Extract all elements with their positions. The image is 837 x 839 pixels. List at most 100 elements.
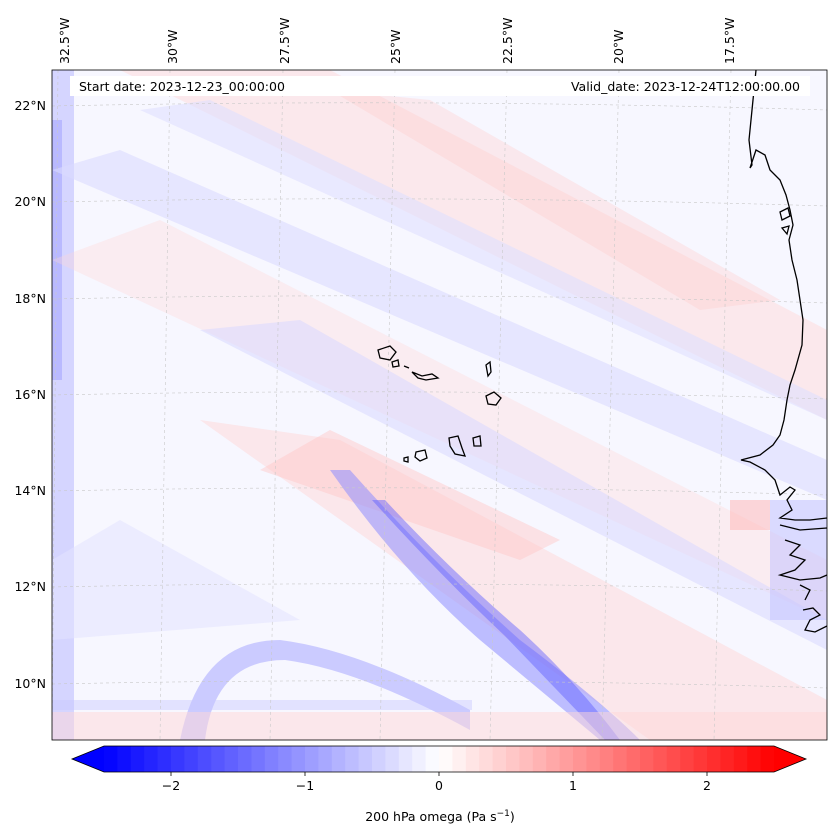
colorbar-swatch xyxy=(197,746,212,772)
meridian-27.5W xyxy=(269,70,284,740)
colorbar-outline xyxy=(70,745,808,773)
colorbar-swatch xyxy=(559,746,574,772)
colorbar-swatch xyxy=(385,746,400,772)
colorbar-extend-max xyxy=(774,746,806,772)
lon-label-20W: 20°W xyxy=(611,29,626,64)
colorbar-swatch xyxy=(439,746,453,772)
colorbar-swatch xyxy=(760,746,775,772)
parallel-12N xyxy=(52,583,827,592)
africa-coastline xyxy=(740,70,827,521)
colorbar-extend-min xyxy=(72,746,104,772)
colorbar-swatch xyxy=(278,746,293,772)
parallel-20N xyxy=(52,198,827,207)
colorbar-tick-label: 0 xyxy=(435,778,443,793)
colorbar-swatch xyxy=(130,746,145,772)
island-santa-luzia xyxy=(403,365,410,369)
colorbar-swatch xyxy=(305,746,319,772)
colorbar-swatch xyxy=(291,746,306,772)
colorbar-swatch xyxy=(157,746,172,772)
lat-label-12N: 12°N xyxy=(14,579,46,594)
island-sao-nicolau xyxy=(411,371,440,381)
start-date-text: Start date: 2023-12-23_00:00:00 xyxy=(79,79,285,94)
colorbar-swatch xyxy=(506,746,520,772)
lon-label-32.5W: 32.5°W xyxy=(57,18,72,64)
colorbar-swatch xyxy=(640,746,654,772)
longitude-labels: 32.5°W 30°W 27.5°W 25°W 22.5°W 20°W 17.5… xyxy=(57,18,737,64)
colorbar-swatch xyxy=(479,746,494,772)
colorbar-swatch xyxy=(693,746,708,772)
colorbar-swatch xyxy=(238,746,252,772)
colorbar-swatch xyxy=(492,746,507,772)
colorbar-swatch xyxy=(452,746,467,772)
island-maio xyxy=(472,435,482,447)
valid-date-text: Valid_date: 2023-12-24T12:00:00.00 xyxy=(571,79,800,94)
colorbar-swatch xyxy=(546,746,561,772)
parallel-18N xyxy=(52,295,827,304)
colorbar-swatch xyxy=(626,746,641,772)
colorbar-label: 200 hPa omega (Pa s−1) xyxy=(365,809,515,824)
lon-label-22.5W: 22.5°W xyxy=(500,18,515,64)
colorbar-swatch xyxy=(211,746,226,772)
colorbar-swatch xyxy=(144,746,159,772)
colorbar-tick-label: 2 xyxy=(703,778,711,793)
colorbar-swatch xyxy=(331,746,346,772)
island-sao-vicente xyxy=(391,359,400,368)
colorbar-swatch xyxy=(666,746,681,772)
colorbar-swatch xyxy=(318,746,333,772)
colorbar-swatch xyxy=(224,746,239,772)
island-santiago xyxy=(448,435,467,457)
colorbar-swatch xyxy=(747,746,762,772)
meridian-32.5W xyxy=(52,70,59,740)
colorbar-swatch xyxy=(264,746,279,772)
colorbar-label-sup: −1 xyxy=(497,809,510,819)
lat-label-10N: 10°N xyxy=(14,676,46,691)
colorbar-swatch xyxy=(653,746,668,772)
colorbar-swatch xyxy=(613,746,628,772)
colorbar-swatch xyxy=(680,746,695,772)
coastlines xyxy=(740,70,827,633)
colorbar-swatch xyxy=(117,746,132,772)
lat-label-22N: 22°N xyxy=(14,98,46,113)
colorbar-swatch xyxy=(733,746,748,772)
lon-label-30W: 30°W xyxy=(165,29,180,64)
colorbar-swatch xyxy=(345,746,360,772)
cape-verde-islands xyxy=(377,345,502,463)
colorbar-tick-label: −2 xyxy=(162,778,180,793)
lon-label-25W: 25°W xyxy=(388,29,403,64)
meridian-20W xyxy=(601,70,620,740)
colorbar-swatch xyxy=(372,746,386,772)
parallel-14N xyxy=(52,487,827,496)
latitude-labels: 22°N 20°N 18°N 16°N 14°N 12°N 10°N xyxy=(14,98,46,691)
island-santo-antao xyxy=(377,345,397,361)
colorbar-label-end: ) xyxy=(510,809,515,824)
colorbar-swatch xyxy=(465,746,480,772)
colorbar-swatch xyxy=(573,746,587,772)
lat-label-20N: 20°N xyxy=(14,194,46,209)
parallel-16N xyxy=(52,391,827,400)
island-brava xyxy=(403,456,409,463)
colorbar: −2 −1 0 1 2 200 hPa omega (Pa s−1) xyxy=(70,745,808,824)
parallel-10N xyxy=(52,680,827,689)
gambia-river xyxy=(779,524,827,531)
lon-label-27.5W: 27.5°W xyxy=(277,18,292,64)
lat-label-16N: 16°N xyxy=(14,387,46,402)
colorbar-swatch xyxy=(425,746,440,772)
lat-label-14N: 14°N xyxy=(14,483,46,498)
island-boa-vista xyxy=(485,391,502,406)
colorbar-label-text: 200 hPa omega (Pa s xyxy=(365,809,496,824)
omega-field xyxy=(52,70,827,740)
colorbar-swatch xyxy=(398,746,413,772)
lon-label-17.5W: 17.5°W xyxy=(722,18,737,64)
info-box xyxy=(70,76,810,96)
colorbar-swatch xyxy=(412,746,427,772)
colorbar-swatch xyxy=(251,746,266,772)
colorbar-ticks: −2 −1 0 1 2 xyxy=(162,772,711,793)
colorbar-segments xyxy=(104,746,775,772)
parallel-22N xyxy=(52,102,827,111)
colorbar-swatch xyxy=(599,746,614,772)
lat-label-18N: 18°N xyxy=(14,291,46,306)
colorbar-swatch xyxy=(104,746,118,772)
colorbar-tick-label: 1 xyxy=(569,778,577,793)
graticule xyxy=(52,70,827,740)
